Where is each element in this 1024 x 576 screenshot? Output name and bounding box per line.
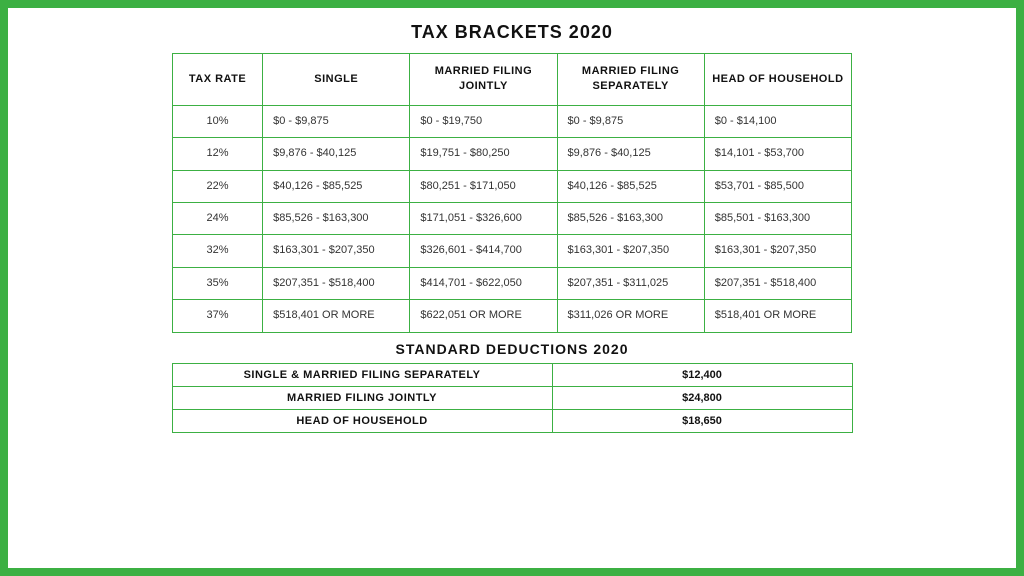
table-row: 10% $0 - $9,875 $0 - $19,750 $0 - $9,875… (173, 105, 852, 137)
cell-single: $518,401 OR MORE (263, 300, 410, 332)
cell-single: $40,126 - $85,525 (263, 170, 410, 202)
deduction-label: MARRIED FILING JOINTLY (172, 386, 552, 409)
cell-rate: 35% (173, 267, 263, 299)
cell-rate: 22% (173, 170, 263, 202)
table-row: SINGLE & MARRIED FILING SEPARATELY $12,4… (172, 363, 852, 386)
col-header-mfj: MARRIED FILING JOINTLY (410, 54, 557, 106)
page-frame: TAX BRACKETS 2020 TAX RATE SINGLE MARRIE… (0, 0, 1024, 576)
table-header-row: TAX RATE SINGLE MARRIED FILING JOINTLY M… (173, 54, 852, 106)
cell-rate: 12% (173, 138, 263, 170)
cell-hoh: $14,101 - $53,700 (704, 138, 851, 170)
cell-mfj: $414,701 - $622,050 (410, 267, 557, 299)
cell-hoh: $85,501 - $163,300 (704, 202, 851, 234)
col-header-mfs: MARRIED FILING SEPARATELY (557, 54, 704, 106)
cell-single: $9,876 - $40,125 (263, 138, 410, 170)
cell-single: $163,301 - $207,350 (263, 235, 410, 267)
cell-mfs: $85,526 - $163,300 (557, 202, 704, 234)
table-row: 37% $518,401 OR MORE $622,051 OR MORE $3… (173, 300, 852, 332)
cell-mfj: $622,051 OR MORE (410, 300, 557, 332)
cell-mfj: $19,751 - $80,250 (410, 138, 557, 170)
cell-mfj: $326,601 - $414,700 (410, 235, 557, 267)
page-title: TAX BRACKETS 2020 (411, 22, 613, 43)
cell-mfs: $207,351 - $311,025 (557, 267, 704, 299)
table-row: 35% $207,351 - $518,400 $414,701 - $622,… (173, 267, 852, 299)
col-header-hoh: HEAD OF HOUSEHOLD (704, 54, 851, 106)
table-row: HEAD OF HOUSEHOLD $18,650 (172, 409, 852, 432)
deduction-value: $12,400 (552, 363, 852, 386)
cell-mfs: $163,301 - $207,350 (557, 235, 704, 267)
cell-mfs: $9,876 - $40,125 (557, 138, 704, 170)
table-row: 32% $163,301 - $207,350 $326,601 - $414,… (173, 235, 852, 267)
table-row: 22% $40,126 - $85,525 $80,251 - $171,050… (173, 170, 852, 202)
cell-rate: 32% (173, 235, 263, 267)
standard-deductions-table: SINGLE & MARRIED FILING SEPARATELY $12,4… (172, 363, 853, 433)
cell-hoh: $53,701 - $85,500 (704, 170, 851, 202)
col-header-rate: TAX RATE (173, 54, 263, 106)
cell-hoh: $207,351 - $518,400 (704, 267, 851, 299)
cell-mfj: $171,051 - $326,600 (410, 202, 557, 234)
deductions-title: STANDARD DEDUCTIONS 2020 (396, 341, 629, 357)
table-row: 24% $85,526 - $163,300 $171,051 - $326,6… (173, 202, 852, 234)
col-header-single: SINGLE (263, 54, 410, 106)
cell-single: $207,351 - $518,400 (263, 267, 410, 299)
cell-hoh: $0 - $14,100 (704, 105, 851, 137)
table-row: 12% $9,876 - $40,125 $19,751 - $80,250 $… (173, 138, 852, 170)
deduction-value: $18,650 (552, 409, 852, 432)
cell-single: $0 - $9,875 (263, 105, 410, 137)
cell-rate: 24% (173, 202, 263, 234)
cell-rate: 10% (173, 105, 263, 137)
cell-mfs: $40,126 - $85,525 (557, 170, 704, 202)
cell-single: $85,526 - $163,300 (263, 202, 410, 234)
deduction-value: $24,800 (552, 386, 852, 409)
deduction-label: SINGLE & MARRIED FILING SEPARATELY (172, 363, 552, 386)
table-row: MARRIED FILING JOINTLY $24,800 (172, 386, 852, 409)
cell-mfs: $0 - $9,875 (557, 105, 704, 137)
cell-rate: 37% (173, 300, 263, 332)
cell-mfj: $0 - $19,750 (410, 105, 557, 137)
deduction-label: HEAD OF HOUSEHOLD (172, 409, 552, 432)
cell-mfs: $311,026 OR MORE (557, 300, 704, 332)
cell-hoh: $518,401 OR MORE (704, 300, 851, 332)
cell-hoh: $163,301 - $207,350 (704, 235, 851, 267)
tax-brackets-table: TAX RATE SINGLE MARRIED FILING JOINTLY M… (172, 53, 852, 333)
cell-mfj: $80,251 - $171,050 (410, 170, 557, 202)
